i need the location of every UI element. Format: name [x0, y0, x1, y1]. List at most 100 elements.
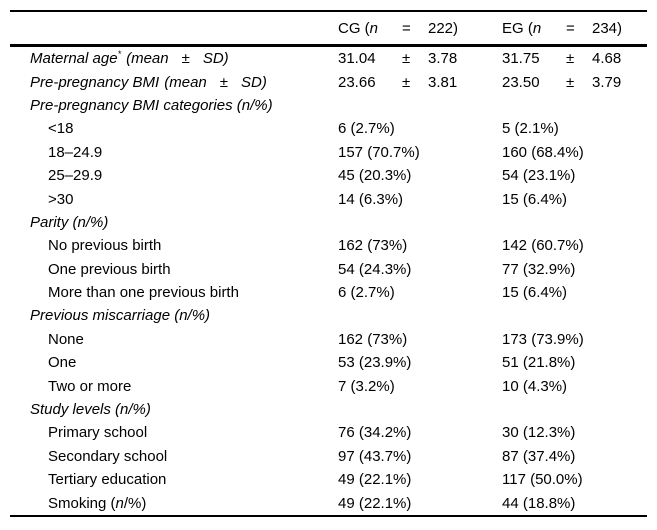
eg-count: 15 (6.4%) — [502, 284, 568, 302]
cg-cell: 76 (34.2%) — [338, 424, 502, 441]
row-label: Tertiary education — [48, 471, 167, 489]
cg-count: 54 (24.3%) — [338, 260, 412, 278]
eg-count: 30 (12.3%) — [502, 424, 576, 442]
table-row: Secondary school 97 (43.7%) 87 (37.4%) — [10, 445, 647, 468]
table-row: None 162 (73%) 173 (73.9%) — [10, 328, 647, 351]
cg-count: 7 (3.2%) — [338, 377, 395, 395]
cg-count: 97 (43.7%) — [338, 447, 412, 465]
cg-count: 6 (2.7%) — [338, 120, 395, 138]
row-label-text: Maternal age — [30, 50, 118, 68]
cg-count: 6 (2.7%) — [338, 284, 395, 302]
eg-count: 77 (32.9%) — [502, 260, 576, 278]
row-label-unit-open: (mean — [126, 50, 169, 68]
cg-cell: 7 (3.2%) — [338, 378, 502, 395]
section-label: Previous miscarriage (n/%) — [30, 307, 211, 325]
cg-cell: 23.66 ±3.81 — [338, 74, 502, 91]
eg-count: 142 (60.7%) — [502, 237, 584, 255]
section-label: Study levels (n/%) — [30, 401, 151, 419]
table-row: Tertiary education 49 (22.1%) 117 (50.0%) — [10, 468, 647, 491]
cg-cell: 49 (22.1%) — [338, 495, 502, 512]
section-row: Pre-pregnancy BMI categories (n/%) — [10, 94, 647, 117]
cg-cell: 14 (6.3%) — [338, 191, 502, 208]
eg-count: 54 (23.1%) — [502, 167, 576, 185]
eg-cell: 87 (37.4%) — [502, 448, 647, 465]
cg-count: 76 (34.2%) — [338, 424, 412, 442]
eg-header-equals: = — [566, 19, 575, 37]
row-label: Pre-pregnancy BMI (mean ± SD) — [30, 74, 338, 91]
eg-cell: 173 (73.9%) — [502, 331, 647, 348]
cg-mean: 23.66 — [338, 73, 376, 91]
row-label: Two or more — [48, 377, 132, 395]
plus-minus-sign: ± — [566, 50, 575, 68]
section-label: Parity (n/%) — [30, 213, 109, 231]
row-label-unit-open: (mean — [164, 73, 207, 91]
row-label: Maternal age* (mean ± SD) — [30, 50, 338, 68]
cg-cell: 162 (73%) — [338, 237, 502, 254]
plus-minus-sign: ± — [219, 73, 228, 91]
eg-cell: 51 (21.8%) — [502, 354, 647, 371]
cg-count: 162 (73%) — [338, 330, 408, 348]
table-row: No previous birth 162 (73%) 142 (60.7%) — [10, 234, 647, 257]
row-label-suffix: /%) — [123, 494, 147, 512]
cg-count: 49 (22.1%) — [338, 471, 412, 489]
plus-minus-sign: ± — [402, 73, 411, 91]
table-row: <18 6 (2.7%) 5 (2.1%) — [10, 117, 647, 140]
table-row: One 53 (23.9%) 51 (21.8%) — [10, 351, 647, 374]
eg-cell: 142 (60.7%) — [502, 237, 647, 254]
cg-count: 14 (6.3%) — [338, 190, 404, 208]
table-header: CG (n = 222) EG (n = 234) — [10, 12, 647, 47]
cg-count: 53 (23.9%) — [338, 354, 412, 372]
eg-column-header: EG (n = 234) — [502, 20, 647, 37]
row-label-unit-close: SD) — [202, 50, 229, 68]
eg-count: 5 (2.1%) — [502, 120, 559, 138]
row-label: 25–29.9 — [48, 167, 103, 185]
row-label-unit-close: SD) — [241, 73, 267, 91]
eg-cell: 31.75 ±4.68 — [502, 50, 647, 67]
table-row: Two or more 7 (3.2%) 10 (4.3%) — [10, 374, 647, 397]
cg-cell: 162 (73%) — [338, 331, 502, 348]
row-label-text: Pre-pregnancy BMI — [30, 73, 160, 91]
cg-header-equals: = — [402, 19, 411, 37]
row-label: More than one previous birth — [48, 284, 239, 302]
cg-count: 157 (70.7%) — [338, 143, 420, 161]
eg-cell: 44 (18.8%) — [502, 495, 647, 512]
eg-cell: 54 (23.1%) — [502, 167, 647, 184]
eg-cell: 160 (68.4%) — [502, 144, 647, 161]
cg-count: 162 (73%) — [338, 237, 408, 255]
eg-count: 51 (21.8%) — [502, 354, 576, 372]
row-label: Primary school — [48, 424, 148, 442]
cg-cell: 54 (24.3%) — [338, 261, 502, 278]
eg-count: 87 (37.4%) — [502, 447, 576, 465]
eg-count: 15 (6.4%) — [502, 190, 568, 208]
table-row: Smoking (n/%) 49 (22.1%) 44 (18.8%) — [10, 491, 647, 514]
cg-cell: 49 (22.1%) — [338, 471, 502, 488]
eg-mean: 23.50 — [502, 73, 540, 91]
section-label: Pre-pregnancy BMI categories (n/%) — [30, 96, 273, 114]
cg-count: 49 (22.1%) — [338, 494, 412, 512]
cg-sd: 3.78 — [428, 50, 458, 68]
eg-header-prefix: EG ( — [502, 19, 533, 37]
row-label: One previous birth — [48, 260, 171, 278]
row-label: <18 — [48, 120, 74, 138]
italic-n: n — [369, 19, 379, 37]
table-row: >30 14 (6.3%) 15 (6.4%) — [10, 187, 647, 210]
table-row: Primary school 76 (34.2%) 30 (12.3%) — [10, 421, 647, 444]
eg-cell: 5 (2.1%) — [502, 120, 647, 137]
eg-header-label: EG (n — [502, 20, 566, 37]
row-label: Smoking (n/%) — [30, 495, 338, 512]
cg-cell: 6 (2.7%) — [338, 284, 502, 301]
row-label: None — [48, 330, 84, 348]
eg-sd: 4.68 — [592, 50, 622, 68]
eg-cell: 77 (32.9%) — [502, 261, 647, 278]
table-body: Maternal age* (mean ± SD) 31.04 ±3.78 31.75 ±4.… — [10, 47, 647, 515]
plus-minus-sign: ± — [566, 73, 575, 91]
cg-cell: 45 (20.3%) — [338, 167, 502, 184]
row-label-prefix: Smoking ( — [48, 494, 116, 512]
eg-cell: 10 (4.3%) — [502, 378, 647, 395]
table-row: Pre-pregnancy BMI (mean ± SD) 23.66 ±3.81 23.5… — [10, 70, 647, 93]
cg-header-label: CG (n — [338, 20, 402, 37]
plus-minus-sign: ± — [402, 50, 411, 68]
table-row: More than one previous birth 6 (2.7%) 15 (… — [10, 281, 647, 304]
eg-count: 173 (73.9%) — [502, 330, 584, 348]
